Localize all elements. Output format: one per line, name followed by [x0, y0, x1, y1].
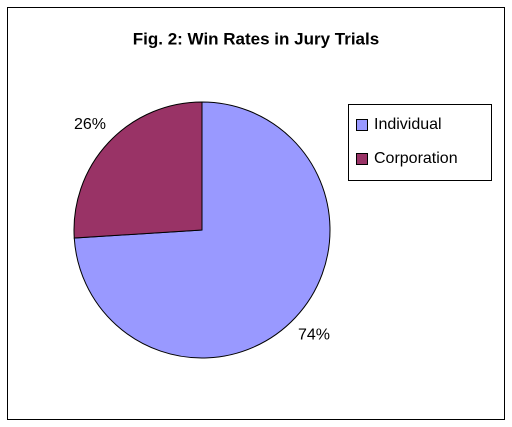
chart-title: Fig. 2: Win Rates in Jury Trials	[133, 29, 379, 48]
data-label: 26%	[74, 116, 106, 133]
legend-label: Corporation	[374, 150, 458, 167]
pie-slice	[73, 101, 203, 239]
legend-box	[348, 104, 492, 181]
data-label: 74%	[298, 326, 330, 343]
legend-swatch	[356, 153, 368, 165]
legend-swatch	[356, 119, 368, 131]
legend-label: Individual	[374, 116, 442, 133]
